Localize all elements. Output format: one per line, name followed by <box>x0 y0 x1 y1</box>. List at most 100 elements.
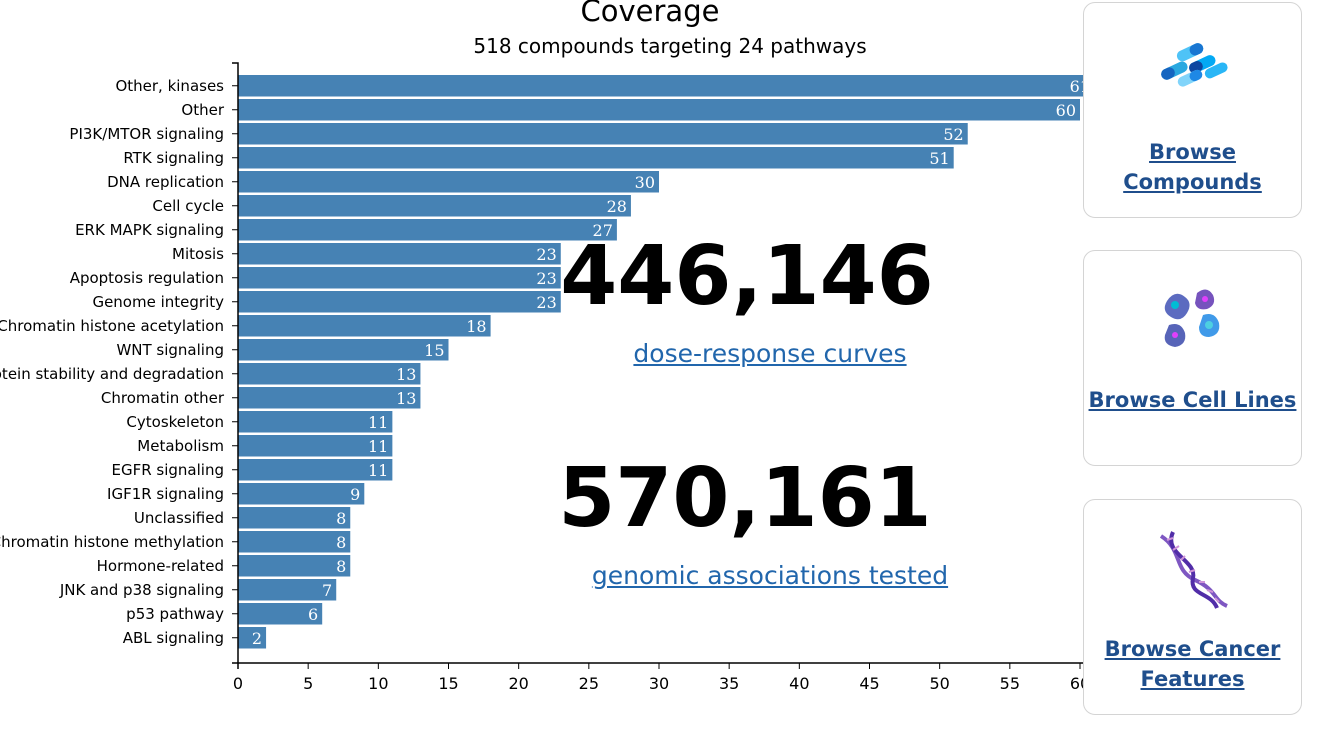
bar-value-label: 15 <box>424 341 444 360</box>
category-label: Apoptosis regulation <box>70 269 224 287</box>
category-label: Cell cycle <box>152 197 224 215</box>
bar-value-label: 60 <box>1056 101 1076 120</box>
bar-value-label: 23 <box>536 245 556 264</box>
dose-response-link[interactable]: dose-response curves <box>633 339 907 368</box>
bar <box>238 483 365 505</box>
bar <box>238 123 968 145</box>
category-label: Other, kinases <box>115 77 224 95</box>
browse-cell-lines-card[interactable]: Browse Cell Lines <box>1083 250 1302 466</box>
x-tick-label: 10 <box>368 674 388 693</box>
bar <box>238 315 491 337</box>
x-tick-label: 50 <box>929 674 949 693</box>
bar-value-label: 2 <box>252 629 262 648</box>
x-tick-label: 35 <box>719 674 739 693</box>
bar <box>238 411 393 433</box>
bar-value-label: 11 <box>368 413 388 432</box>
y-axis <box>232 62 239 664</box>
bar <box>238 579 337 601</box>
x-tick-label: 55 <box>1000 674 1020 693</box>
dna-icon <box>1159 531 1228 609</box>
bar-value-label: 23 <box>536 293 556 312</box>
bar-value-label: 8 <box>336 509 346 528</box>
bar-value-label: 30 <box>635 173 655 192</box>
chart-subtitle: 518 compounds targeting 24 pathways <box>473 34 867 58</box>
bar <box>238 243 561 265</box>
x-tick-label: 0 <box>233 674 243 693</box>
bar <box>238 339 449 361</box>
category-label: WNT signaling <box>116 341 224 359</box>
category-label: Genome integrity <box>92 293 224 311</box>
bar <box>238 531 351 553</box>
bar <box>238 171 659 193</box>
category-label: Other <box>181 101 224 119</box>
browse-cell-lines-label[interactable]: Browse Cell Lines <box>1088 388 1297 412</box>
bar-value-label: 9 <box>350 485 360 504</box>
browse-compounds-card[interactable]: Browse Compounds <box>1083 2 1302 218</box>
bar-value-label: 8 <box>336 533 346 552</box>
genomic-associations-count: 570,161 <box>558 451 932 546</box>
category-label: p53 pathway <box>126 605 224 623</box>
bar-value-label: 11 <box>368 437 388 456</box>
bar-value-label: 18 <box>466 317 486 336</box>
chart-title: Coverage <box>580 0 720 28</box>
bar <box>238 195 631 217</box>
browse-compounds-label[interactable]: Browse Compounds <box>1123 140 1262 194</box>
genomic-associations-link[interactable]: genomic associations tested <box>591 561 949 590</box>
x-tick-label: 40 <box>789 674 809 693</box>
bar <box>238 291 561 313</box>
x-tick-label: 5 <box>303 674 313 693</box>
cells-icon <box>1164 289 1220 347</box>
category-label: JNK and p38 signaling <box>59 581 224 599</box>
bar <box>238 627 267 649</box>
bar <box>238 603 323 625</box>
category-label: Hormone-related <box>97 557 224 575</box>
dose-response-count: 446,146 <box>560 229 934 324</box>
bar <box>238 75 1095 97</box>
x-axis <box>237 662 1095 669</box>
x-tick-label: 15 <box>438 674 458 693</box>
category-label: EGFR signaling <box>112 461 225 479</box>
category-label: Unclassified <box>134 509 224 527</box>
bar <box>238 555 351 577</box>
browse-cancer-features-label[interactable]: Browse Cancer Features <box>1104 637 1281 691</box>
category-label: Protein stability and degradation <box>0 365 224 383</box>
bar <box>238 267 561 289</box>
bar-value-label: 51 <box>929 149 949 168</box>
category-label: Chromatin other <box>101 389 225 407</box>
bar-value-label: 6 <box>308 605 318 624</box>
bar-value-label: 11 <box>368 461 388 480</box>
category-label: Metabolism <box>137 437 224 455</box>
bar-value-label: 7 <box>322 581 332 600</box>
category-label: Chromatin histone methylation <box>0 533 224 551</box>
category-label: ERK MAPK signaling <box>75 221 224 239</box>
category-label: PI3K/MTOR signaling <box>69 125 224 143</box>
category-label: ABL signaling <box>123 629 224 647</box>
category-label: Cytoskeleton <box>126 413 224 431</box>
bar <box>238 387 421 409</box>
bar-value-label: 27 <box>593 221 613 240</box>
bar <box>238 147 954 169</box>
category-label: Chromatin histone acetylation <box>0 317 224 335</box>
category-label: DNA replication <box>107 173 224 191</box>
x-tick-label: 20 <box>508 674 528 693</box>
bar <box>238 363 421 385</box>
bar-value-label: 13 <box>396 365 416 384</box>
bar <box>238 507 351 529</box>
bar-value-label: 13 <box>396 389 416 408</box>
bar-value-label: 52 <box>943 125 963 144</box>
category-label: RTK signaling <box>123 149 224 167</box>
bar <box>238 99 1080 121</box>
bar <box>238 459 393 481</box>
bar-value-label: 28 <box>607 197 627 216</box>
capsules-icon <box>1161 43 1228 87</box>
x-tick-label: 25 <box>579 674 599 693</box>
category-label: IGF1R signaling <box>107 485 224 503</box>
browse-cancer-features-card[interactable]: Browse Cancer Features <box>1083 499 1302 715</box>
x-tick-label: 45 <box>859 674 879 693</box>
x-tick-label: 30 <box>649 674 669 693</box>
bar-value-label: 23 <box>536 269 556 288</box>
bar <box>238 435 393 457</box>
category-label: Mitosis <box>172 245 224 263</box>
bar <box>238 219 617 241</box>
